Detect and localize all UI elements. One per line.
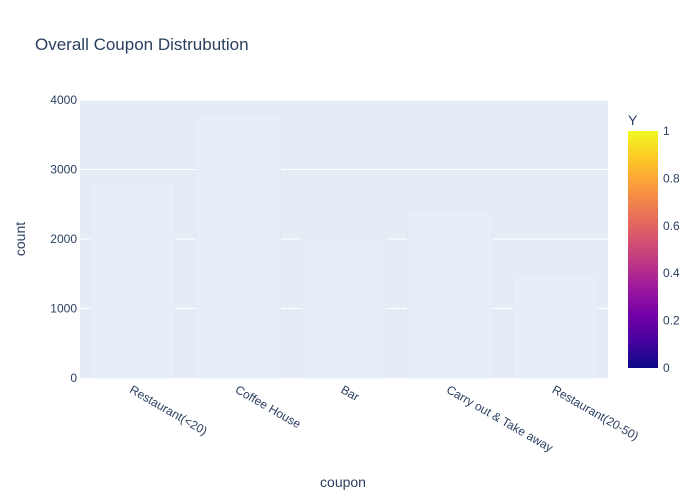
bar (90, 184, 176, 379)
colorbar-tick-label: 0 (663, 361, 670, 375)
x-tick-label: Carry out & Take away (444, 382, 555, 454)
y-axis-ticks: 0 1000 2000 3000 4000 (50, 93, 77, 385)
y-tick-label: 1000 (50, 302, 77, 316)
colorbar-ticks: 0 0.2 0.4 0.6 0.8 1 (663, 124, 680, 375)
colorbar (628, 131, 658, 368)
x-tick-label: Restaurant(<20) (127, 382, 209, 438)
x-axis-title: coupon (320, 474, 366, 490)
bar (195, 112, 281, 379)
y-tick-label: 3000 (50, 163, 77, 177)
colorbar-title: Y (628, 112, 638, 128)
bars (90, 112, 598, 379)
y-axis-title: count (12, 222, 28, 256)
bar (512, 274, 598, 379)
colorbar-tick-label: 0.2 (663, 314, 680, 328)
y-tick-label: 2000 (50, 232, 77, 246)
y-tick-label: 4000 (50, 93, 77, 107)
x-tick-label: Coffee House (233, 382, 304, 431)
x-tick-label: Restaurant(20-50) (550, 382, 641, 443)
y-tick-label: 0 (70, 371, 77, 385)
colorbar-tick-label: 0.6 (663, 219, 680, 233)
colorbar-tick-label: 0.8 (663, 171, 680, 185)
bar (301, 237, 387, 379)
bar (407, 211, 493, 379)
colorbar-tick-label: 0.4 (663, 266, 680, 280)
x-tick-label: Bar (339, 382, 362, 403)
chart-title: Overall Coupon Distrubution (35, 35, 249, 54)
x-axis-ticks: Restaurant(<20) Coffee House Bar Carry out … (127, 382, 641, 454)
colorbar-tick-label: 1 (663, 124, 670, 138)
